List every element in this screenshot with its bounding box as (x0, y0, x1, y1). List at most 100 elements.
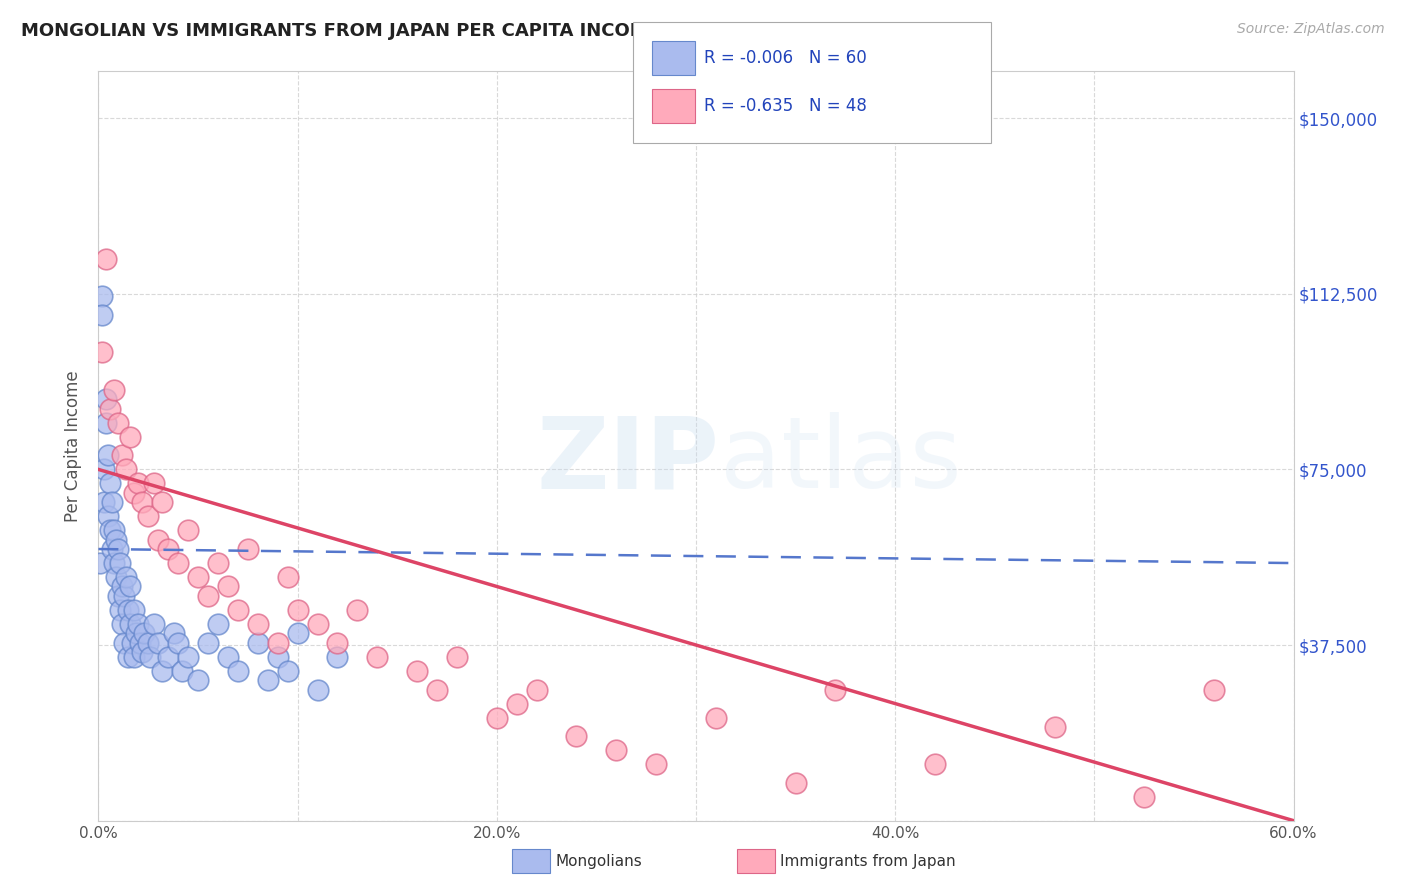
Point (105, 533, 128, 547)
Point (98, 476, 122, 491)
Point (150, 495, 173, 509)
Point (107, 589, 129, 603)
Point (127, 476, 149, 491)
Point (143, 617, 166, 632)
Point (236, 542, 259, 557)
Point (112, 635, 135, 649)
Point (645, 757, 668, 772)
Point (526, 682, 548, 697)
Point (107, 542, 129, 557)
Point (115, 462, 138, 476)
Text: ZIP: ZIP (537, 412, 720, 509)
Point (111, 617, 134, 632)
Point (1202, 682, 1225, 697)
Point (1043, 720, 1066, 734)
Point (101, 542, 124, 557)
Point (704, 710, 727, 724)
Point (124, 603, 146, 617)
Point (446, 649, 468, 664)
Point (124, 649, 146, 664)
Point (277, 664, 299, 678)
Text: R = -0.006   N = 60: R = -0.006 N = 60 (704, 49, 868, 67)
Point (366, 649, 388, 664)
Point (287, 603, 309, 617)
Point (307, 682, 329, 697)
Point (103, 556, 125, 570)
Point (96, 392, 118, 407)
Point (93, 495, 115, 509)
Point (326, 635, 349, 649)
Point (256, 673, 278, 688)
Point (307, 617, 329, 632)
Point (139, 649, 162, 664)
Point (105, 570, 128, 584)
Point (172, 664, 194, 678)
Text: Immigrants from Japan: Immigrants from Japan (780, 855, 956, 869)
Point (1133, 790, 1156, 805)
Point (506, 697, 529, 711)
Point (111, 580, 134, 594)
Point (136, 509, 159, 524)
Point (287, 626, 309, 640)
Point (217, 580, 239, 594)
Point (127, 617, 149, 632)
Point (167, 556, 190, 570)
Point (89, 556, 111, 570)
Point (226, 664, 249, 678)
Point (326, 649, 349, 664)
Point (91, 289, 114, 303)
Point (246, 617, 269, 632)
Point (167, 635, 190, 649)
Point (157, 649, 180, 664)
Point (98, 523, 122, 537)
Point (129, 635, 152, 649)
Point (120, 580, 142, 594)
Point (93, 462, 115, 476)
Point (267, 649, 290, 664)
Point (426, 682, 449, 697)
Point (96, 416, 118, 430)
Point (226, 603, 249, 617)
Point (107, 416, 129, 430)
Point (96, 252, 118, 266)
Point (177, 649, 200, 664)
Point (110, 603, 132, 617)
Point (124, 485, 146, 500)
Point (111, 449, 134, 463)
Point (103, 383, 125, 397)
Point (131, 645, 153, 659)
Point (217, 649, 239, 664)
Point (207, 556, 229, 570)
Point (121, 635, 143, 649)
Point (605, 743, 627, 757)
Point (97, 509, 120, 524)
Point (117, 603, 139, 617)
Point (143, 476, 166, 491)
Point (148, 635, 170, 649)
Point (157, 542, 180, 557)
Point (187, 570, 209, 584)
Point (91, 308, 114, 322)
Text: atlas: atlas (720, 412, 962, 509)
Point (97, 449, 120, 463)
Point (110, 556, 132, 570)
Point (565, 730, 588, 744)
Point (112, 589, 135, 603)
Point (91, 345, 114, 359)
Point (924, 757, 946, 772)
Point (148, 533, 170, 547)
Point (98, 401, 122, 416)
Text: Mongolians: Mongolians (555, 855, 643, 869)
Point (136, 635, 159, 649)
Point (406, 664, 429, 678)
Y-axis label: Per Capita Income: Per Capita Income (65, 370, 83, 522)
Point (131, 495, 153, 509)
Point (785, 776, 807, 790)
Point (115, 570, 138, 584)
Point (267, 635, 290, 649)
Point (246, 635, 269, 649)
Text: MONGOLIAN VS IMMIGRANTS FROM JAPAN PER CAPITA INCOME CORRELATION CHART: MONGOLIAN VS IMMIGRANTS FROM JAPAN PER C… (21, 22, 882, 40)
Point (125, 626, 148, 640)
Point (207, 617, 229, 632)
Point (277, 570, 299, 584)
